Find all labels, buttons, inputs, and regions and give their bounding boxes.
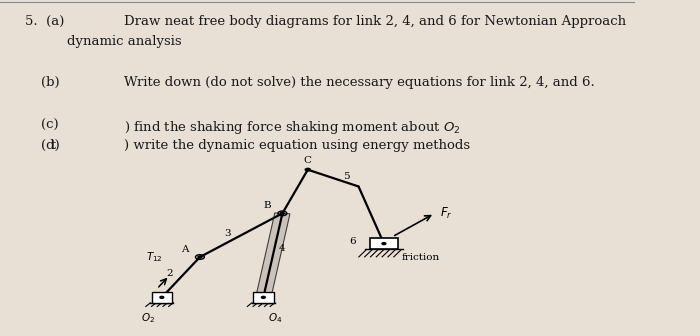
Text: friction: friction	[401, 253, 440, 262]
Text: 5: 5	[343, 172, 349, 181]
Text: (d): (d)	[41, 139, 60, 153]
Circle shape	[262, 296, 265, 298]
Text: $F_r$: $F_r$	[440, 206, 452, 221]
Bar	[253, 292, 274, 303]
Text: $O_2$: $O_2$	[141, 311, 155, 325]
Text: dynamic analysis: dynamic analysis	[66, 35, 181, 48]
Text: A: A	[181, 245, 188, 254]
Text: B: B	[263, 201, 271, 210]
Circle shape	[305, 168, 310, 171]
Bar	[370, 238, 398, 249]
Text: 6: 6	[349, 238, 356, 246]
Text: (b): (b)	[41, 76, 60, 89]
Text: t: t	[51, 139, 56, 153]
Text: $T_{12}$: $T_{12}$	[146, 250, 163, 264]
Text: Draw neat free body diagrams for link 2, 4, and 6 for Newtonian Approach: Draw neat free body diagrams for link 2,…	[124, 15, 626, 28]
Text: 5.  (a): 5. (a)	[25, 15, 65, 28]
Text: Write down (do not solve) the necessary equations for link 2, 4, and 6.: Write down (do not solve) the necessary …	[124, 76, 594, 89]
Circle shape	[382, 243, 386, 245]
Text: 3: 3	[224, 229, 230, 238]
Text: ) find the shaking force shaking moment about $O_2$: ) find the shaking force shaking moment …	[124, 119, 461, 136]
Text: (c): (c)	[41, 119, 59, 132]
Polygon shape	[256, 213, 290, 298]
Text: ) write the dynamic equation using energy methods: ) write the dynamic equation using energ…	[124, 139, 470, 153]
Circle shape	[198, 256, 202, 258]
Text: $O_4$: $O_4$	[268, 311, 283, 325]
Circle shape	[160, 296, 164, 298]
Text: C: C	[304, 156, 312, 165]
Text: 2: 2	[166, 269, 173, 278]
Bar	[151, 292, 172, 303]
Text: 4: 4	[279, 244, 286, 253]
Circle shape	[281, 212, 284, 214]
